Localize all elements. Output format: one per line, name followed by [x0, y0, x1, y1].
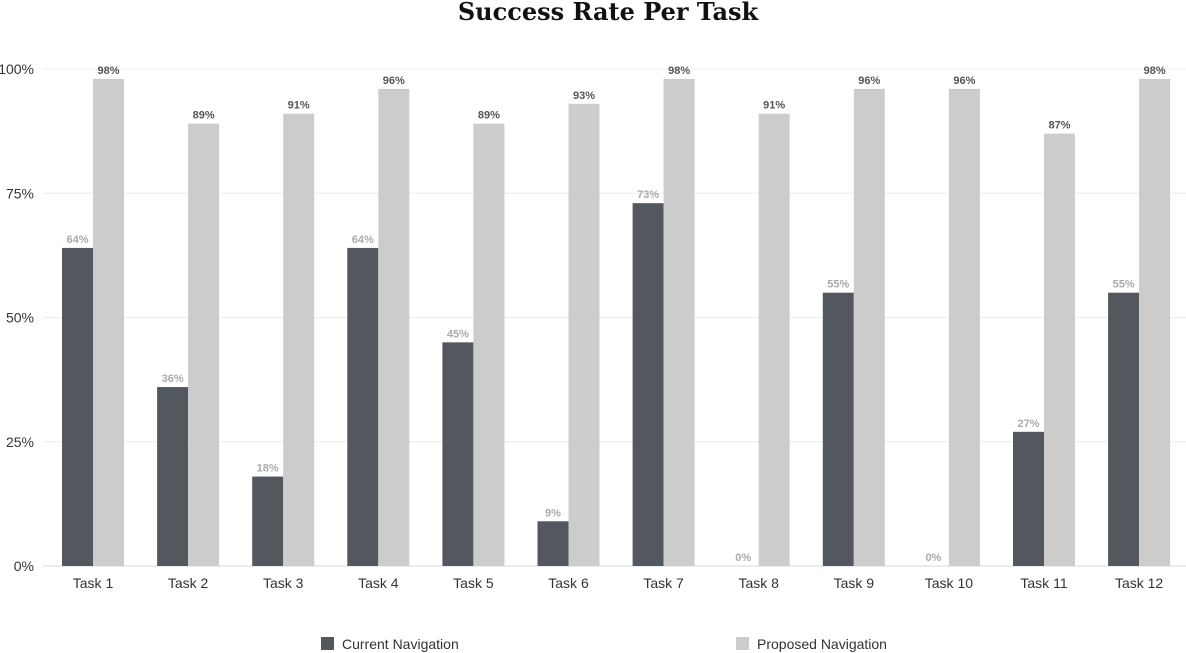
data-label-proposed: 89% — [478, 110, 500, 122]
x-tick-label: Task 3 — [263, 575, 304, 591]
bar-proposed — [188, 123, 220, 567]
data-label-proposed: 93% — [573, 90, 595, 102]
bar-current — [62, 247, 93, 567]
data-label-current: 0% — [735, 552, 751, 564]
x-tick-label: Task 12 — [1115, 575, 1163, 591]
bar-proposed — [283, 113, 315, 566]
data-label-proposed: 87% — [1048, 120, 1070, 132]
bar-proposed — [1044, 133, 1075, 567]
data-label-current: 0% — [925, 552, 941, 564]
data-label-current: 64% — [66, 234, 88, 246]
bar-proposed — [93, 78, 124, 566]
data-label-current: 55% — [1113, 279, 1135, 291]
y-tick-label: 100% — [0, 61, 34, 77]
legend-label-current: Current Navigation — [342, 636, 459, 652]
x-tick-label: Task 10 — [925, 575, 973, 591]
x-tick-label: Task 6 — [548, 575, 589, 591]
data-label-current: 55% — [827, 279, 849, 291]
data-labels: 64% 98% 36% 89% 18% 91% 64% 96% 45% 89% 9% 93% 73% 98… — [66, 65, 1165, 564]
bar-current — [347, 247, 379, 567]
data-label-current: 18% — [257, 463, 279, 475]
data-label-proposed: 96% — [858, 75, 880, 87]
x-tick-label: Task 4 — [358, 575, 399, 591]
bars — [62, 78, 1171, 567]
y-tick-label: 75% — [6, 185, 34, 201]
data-label-proposed: 96% — [953, 75, 975, 87]
bar-current — [252, 476, 284, 566]
legend-swatch-proposed — [736, 637, 749, 650]
bar-proposed — [758, 113, 790, 566]
data-label-current: 36% — [162, 373, 184, 385]
data-label-proposed: 91% — [763, 100, 785, 112]
data-label-proposed: 96% — [383, 75, 405, 87]
bar-current — [1108, 292, 1140, 566]
x-tick-label: Task 5 — [453, 575, 494, 591]
x-tick-label: Task 8 — [738, 575, 779, 591]
bar-current — [157, 387, 189, 566]
y-axis-ticks: 0% 25% 50% 75% 100% — [0, 61, 34, 574]
bar-proposed — [853, 88, 885, 566]
bar-proposed — [378, 88, 410, 566]
bar-proposed — [663, 78, 695, 566]
chart-title: Success Rate Per Task — [458, 0, 760, 26]
bar-proposed — [948, 88, 980, 566]
x-axis-ticks: Task 1 Task 2 Task 3 Task 4 Task 5 Task 6 Task… — [73, 575, 1164, 591]
bar-current — [537, 521, 569, 566]
data-label-proposed: 98% — [97, 65, 119, 77]
legend-swatch-current — [321, 637, 334, 650]
data-label-current: 9% — [545, 507, 561, 519]
legend-label-proposed: Proposed Navigation — [757, 636, 887, 652]
legend-item-current: Current Navigation — [321, 636, 459, 652]
x-tick-label: Task 7 — [643, 575, 684, 591]
bar-current — [1013, 431, 1044, 566]
bar-proposed — [568, 103, 600, 566]
y-tick-label: 25% — [6, 434, 34, 450]
x-tick-label: Task 11 — [1020, 575, 1067, 591]
bar-proposed — [1139, 78, 1171, 566]
data-label-proposed: 98% — [1144, 65, 1166, 77]
bar-current — [442, 342, 474, 566]
data-label-current: 45% — [447, 328, 469, 340]
legend: Current Navigation Proposed Navigation — [321, 636, 887, 652]
y-tick-label: 0% — [14, 558, 34, 574]
data-label-proposed: 89% — [193, 110, 215, 122]
bar-proposed — [473, 123, 505, 567]
data-label-proposed: 98% — [668, 65, 690, 77]
legend-item-proposed: Proposed Navigation — [736, 636, 887, 652]
data-label-current: 73% — [637, 189, 659, 201]
x-tick-label: Task 1 — [73, 575, 114, 591]
bar-current — [632, 203, 664, 566]
x-tick-label: Task 2 — [168, 575, 209, 591]
data-label-proposed: 91% — [288, 100, 310, 112]
y-tick-label: 50% — [6, 310, 34, 326]
data-label-current: 27% — [1017, 418, 1039, 430]
bar-current — [822, 292, 854, 566]
grid-lines — [43, 68, 1186, 567]
x-tick-label: Task 9 — [834, 575, 875, 591]
data-label-current: 64% — [352, 234, 374, 246]
